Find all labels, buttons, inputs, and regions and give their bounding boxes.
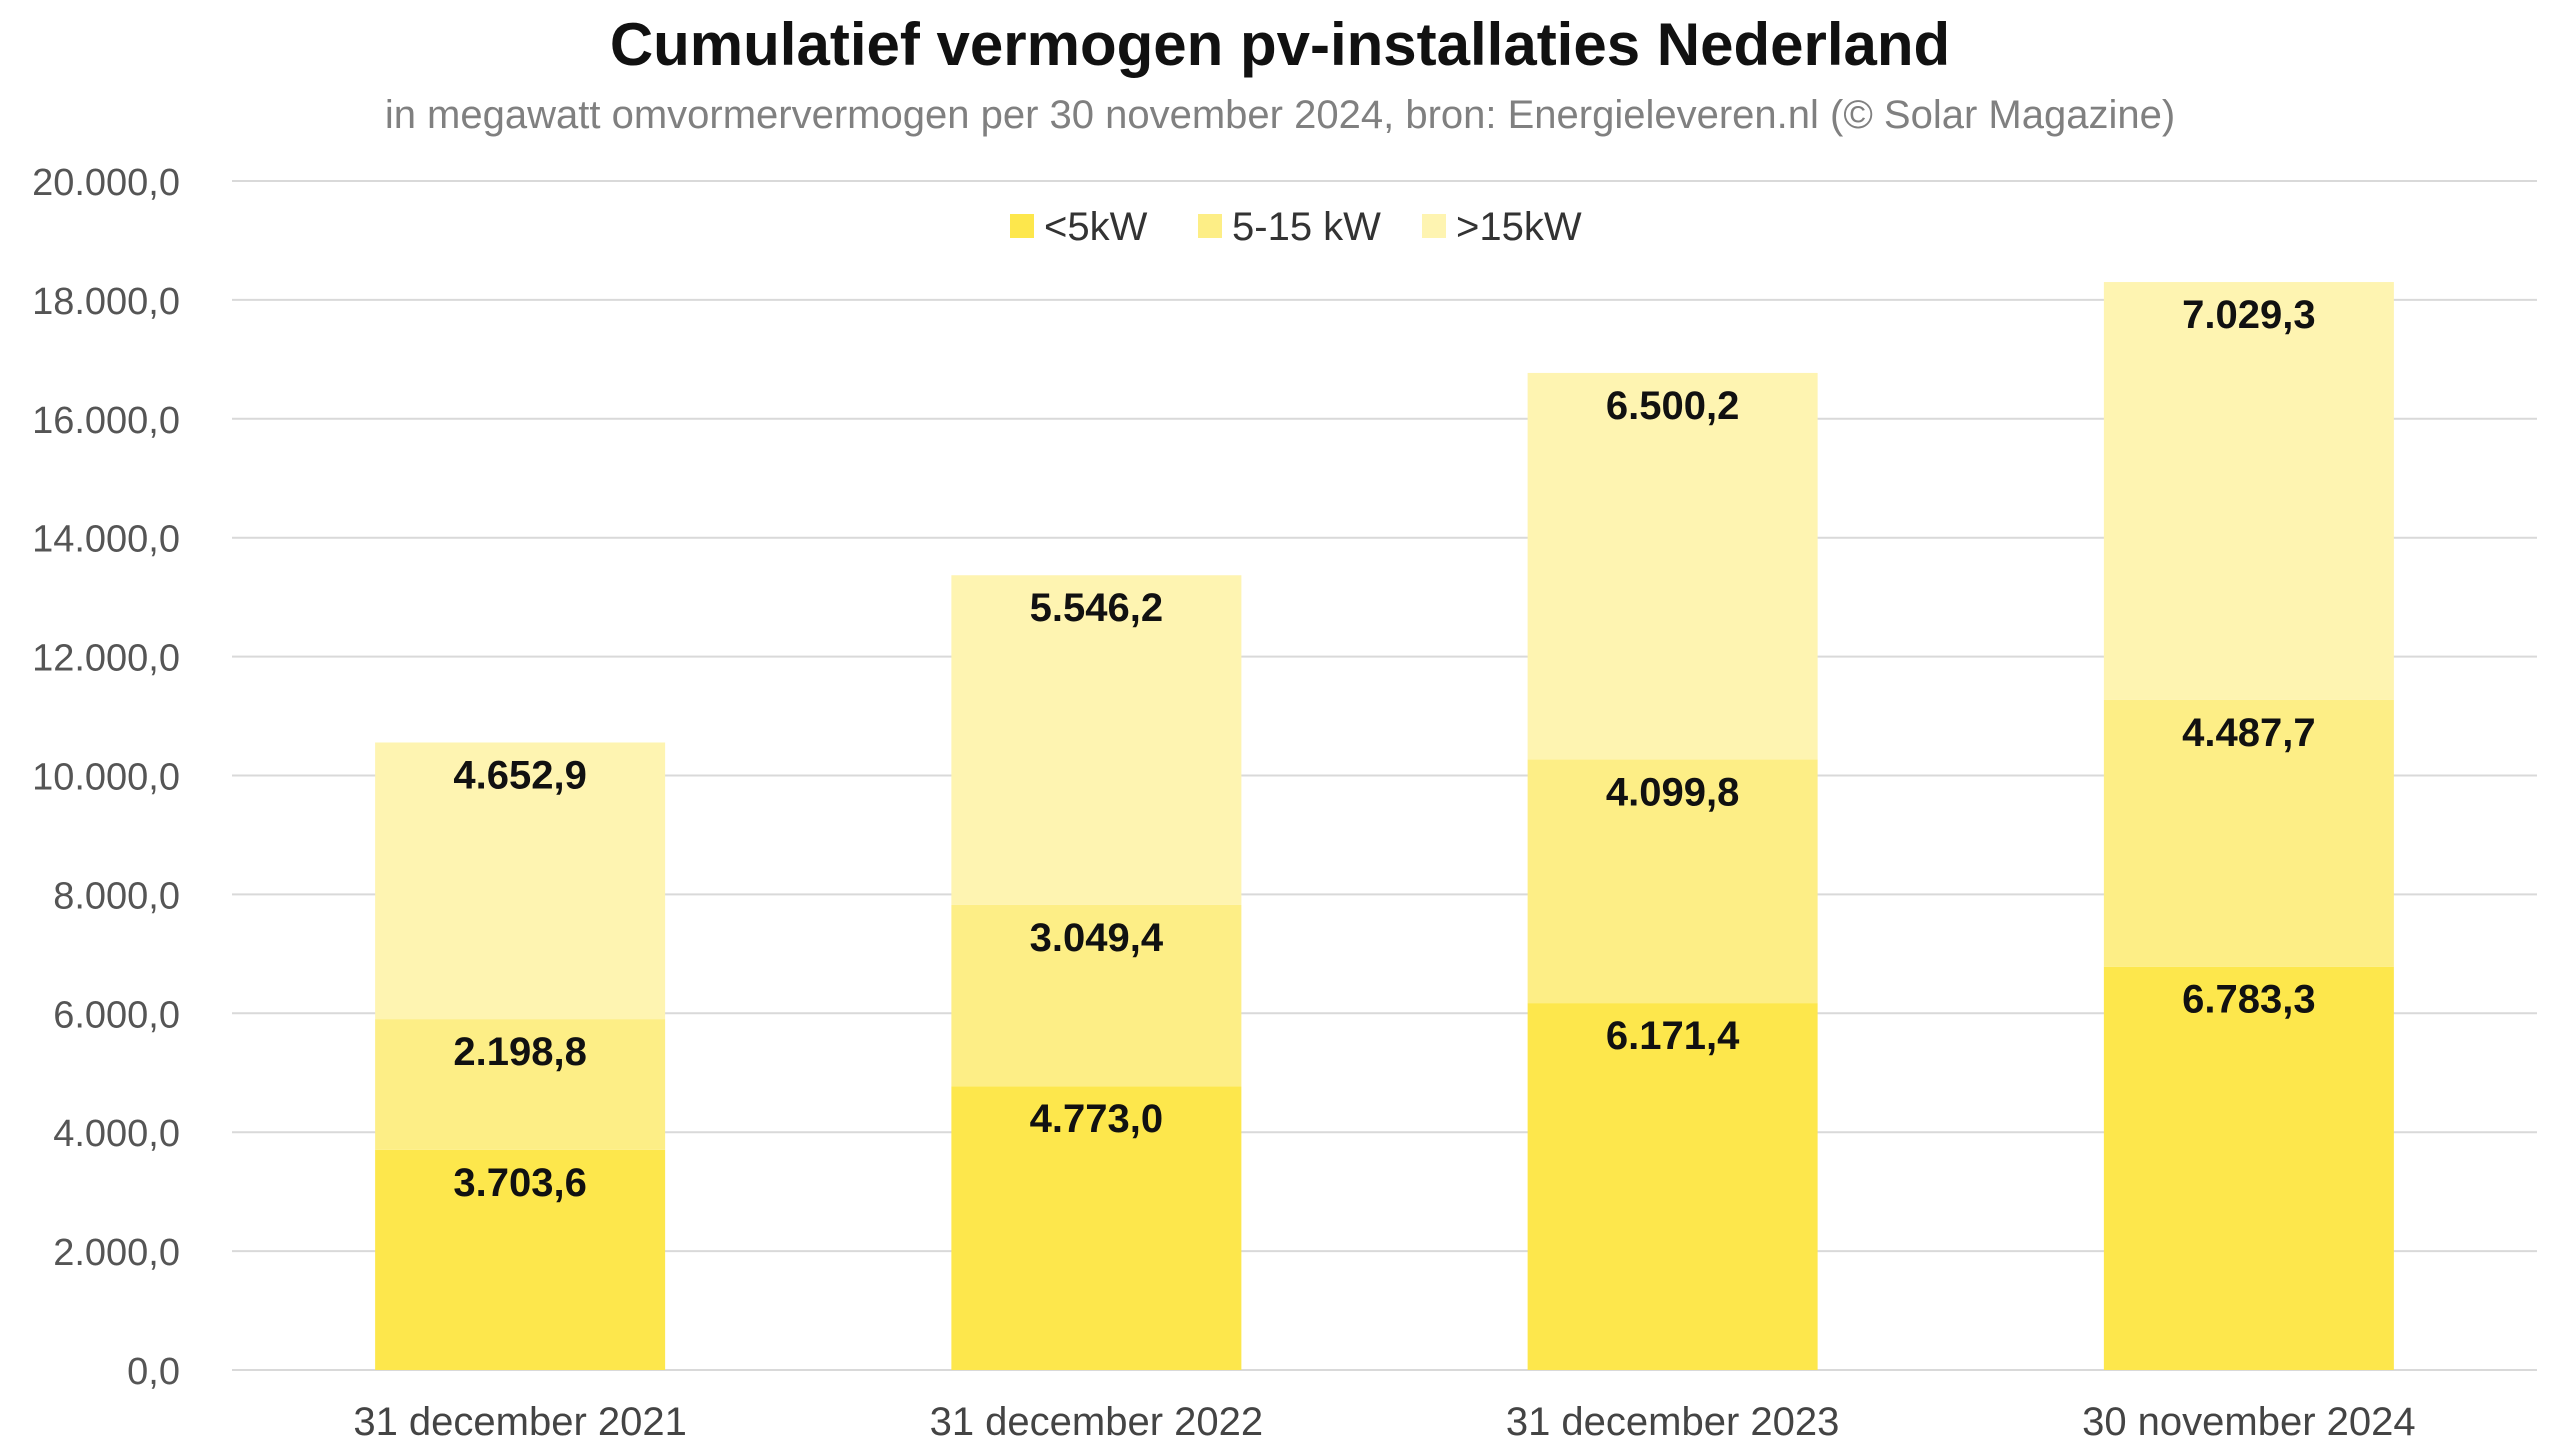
x-axis-categories: 31 december 2021 31 december 2022 31 decem… <box>353 1400 2415 1440</box>
data-label: 4.487,7 <box>2182 711 2315 755</box>
bar-segment <box>375 1019 666 1150</box>
bar-segment <box>2103 966 2394 1370</box>
data-label: 3.703,6 <box>453 1161 586 1205</box>
bar-segment <box>951 904 1242 1087</box>
bar-segment <box>951 1086 1242 1370</box>
bar-segment <box>375 742 666 1020</box>
bar-segment <box>375 1149 666 1370</box>
x-category-label: 31 december 2021 <box>353 1400 687 1440</box>
data-label: 3.049,4 <box>1030 916 1164 960</box>
chart-title: Cumulatief vermogen pv-installaties Nede… <box>610 11 1950 78</box>
bar-segment <box>2103 282 2394 700</box>
data-labels: 3.703,6 2.198,8 4.652,9 4.773,0 3.049,4 5.546… <box>453 293 2315 1205</box>
y-tick-label: 16.000,0 <box>32 400 180 442</box>
legend: <5kW 5-15 kW >15kW <box>1010 205 1582 249</box>
bar-segment <box>1527 759 1818 1004</box>
bar-segment <box>951 575 1242 905</box>
data-label: 5.546,2 <box>1030 586 1163 630</box>
data-label: 6.500,2 <box>1606 384 1739 428</box>
y-tick-label: 8.000,0 <box>53 875 180 917</box>
legend-label: <5kW <box>1044 205 1148 249</box>
data-label: 4.099,8 <box>1606 770 1739 814</box>
y-tick-label: 10.000,0 <box>32 757 180 799</box>
bars <box>375 282 2394 1370</box>
y-axis-ticks: 0,0 2.000,0 4.000,0 6.000,0 8.000,0 10.000,0 1… <box>32 162 180 1393</box>
data-label: 7.029,3 <box>2182 293 2315 337</box>
data-label: 4.773,0 <box>1030 1097 1163 1141</box>
data-label: 4.652,9 <box>453 753 586 797</box>
x-category-label: 30 november 2024 <box>2082 1400 2416 1440</box>
y-tick-label: 0,0 <box>127 1351 180 1393</box>
legend-label: >15kW <box>1456 205 1582 249</box>
y-tick-label: 4.000,0 <box>53 1113 180 1155</box>
y-tick-label: 6.000,0 <box>53 994 180 1036</box>
data-label: 2.198,8 <box>453 1030 586 1074</box>
bar-segment <box>1527 1003 1818 1370</box>
x-category-label: 31 december 2023 <box>1506 1400 1840 1440</box>
y-tick-label: 18.000,0 <box>32 281 180 323</box>
legend-swatch <box>1010 214 1034 238</box>
x-category-label: 31 december 2022 <box>930 1400 1264 1440</box>
legend-swatch <box>1198 214 1222 238</box>
chart-subtitle: in megawatt omvormervermogen per 30 nove… <box>385 93 2175 137</box>
legend-swatch <box>1422 214 1446 238</box>
y-tick-label: 12.000,0 <box>32 638 180 680</box>
legend-label: 5-15 kW <box>1232 205 1381 249</box>
bar-segment <box>1527 372 1818 760</box>
y-tick-label: 2.000,0 <box>53 1232 180 1274</box>
bar-segment <box>2103 699 2394 967</box>
data-label: 6.783,3 <box>2182 978 2315 1022</box>
y-tick-label: 14.000,0 <box>32 519 180 561</box>
y-tick-label: 20.000,0 <box>32 162 180 204</box>
data-label: 6.171,4 <box>1606 1014 1740 1058</box>
